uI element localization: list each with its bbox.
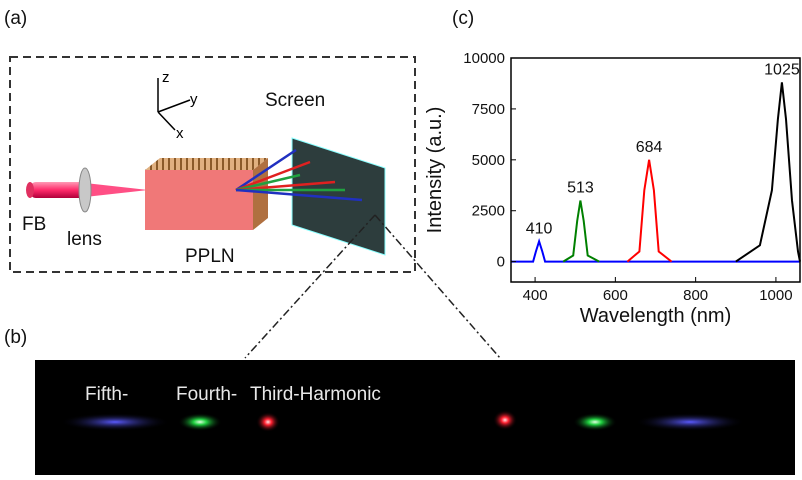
x-tick-label: 800 <box>683 287 708 304</box>
figure: (a) (b) (c) z y x FB lens PPLN Screen Fi… <box>0 0 802 475</box>
crystal-top <box>145 158 268 170</box>
axis-label: z <box>162 69 170 86</box>
x-tick-label: 1000 <box>759 287 792 304</box>
x-tick-label: 400 <box>523 287 548 304</box>
axis-label: y <box>190 91 198 108</box>
fiber <box>30 182 85 198</box>
x-tick-label: 600 <box>603 287 628 304</box>
peak-label: 1025 <box>764 61 800 78</box>
panel-label: (b) <box>4 327 27 348</box>
photo-label: Fifth- <box>85 384 128 405</box>
diagram-label: FB <box>22 214 46 235</box>
peak-label: 684 <box>636 139 663 156</box>
y-tick-label: 10000 <box>463 50 505 67</box>
y-axis-label: Intensity (a.u.) <box>424 107 446 234</box>
beam <box>85 183 148 197</box>
series-line <box>563 201 599 262</box>
fiber-end <box>26 182 34 198</box>
photo-label: Fourth- <box>176 384 237 405</box>
diagram-label: Screen <box>265 90 325 111</box>
series-line <box>511 241 800 261</box>
series-line <box>627 160 671 262</box>
panel-label: (a) <box>4 8 27 29</box>
panel-label: (c) <box>452 8 474 29</box>
y-tick-label: 5000 <box>472 152 505 169</box>
x-axis-label: Wavelength (nm) <box>580 305 732 327</box>
series-line <box>736 82 800 261</box>
lens-shape <box>79 168 91 212</box>
axis-label: x <box>176 125 184 142</box>
y-tick-label: 2500 <box>472 203 505 220</box>
y-tick-label: 7500 <box>472 101 505 118</box>
y-tick-label: 0 <box>497 254 505 271</box>
peak-label: 410 <box>526 220 553 237</box>
crystal-front <box>145 170 253 230</box>
chart: 410 513 684 1025 0 2500 5000 7500 10000 400 600 800… <box>424 50 800 327</box>
diagram-label: lens <box>67 229 102 250</box>
diagram-label: PPLN <box>185 246 235 267</box>
photo-label: Third-Harmonic <box>250 384 381 405</box>
peak-label: 513 <box>567 180 594 197</box>
